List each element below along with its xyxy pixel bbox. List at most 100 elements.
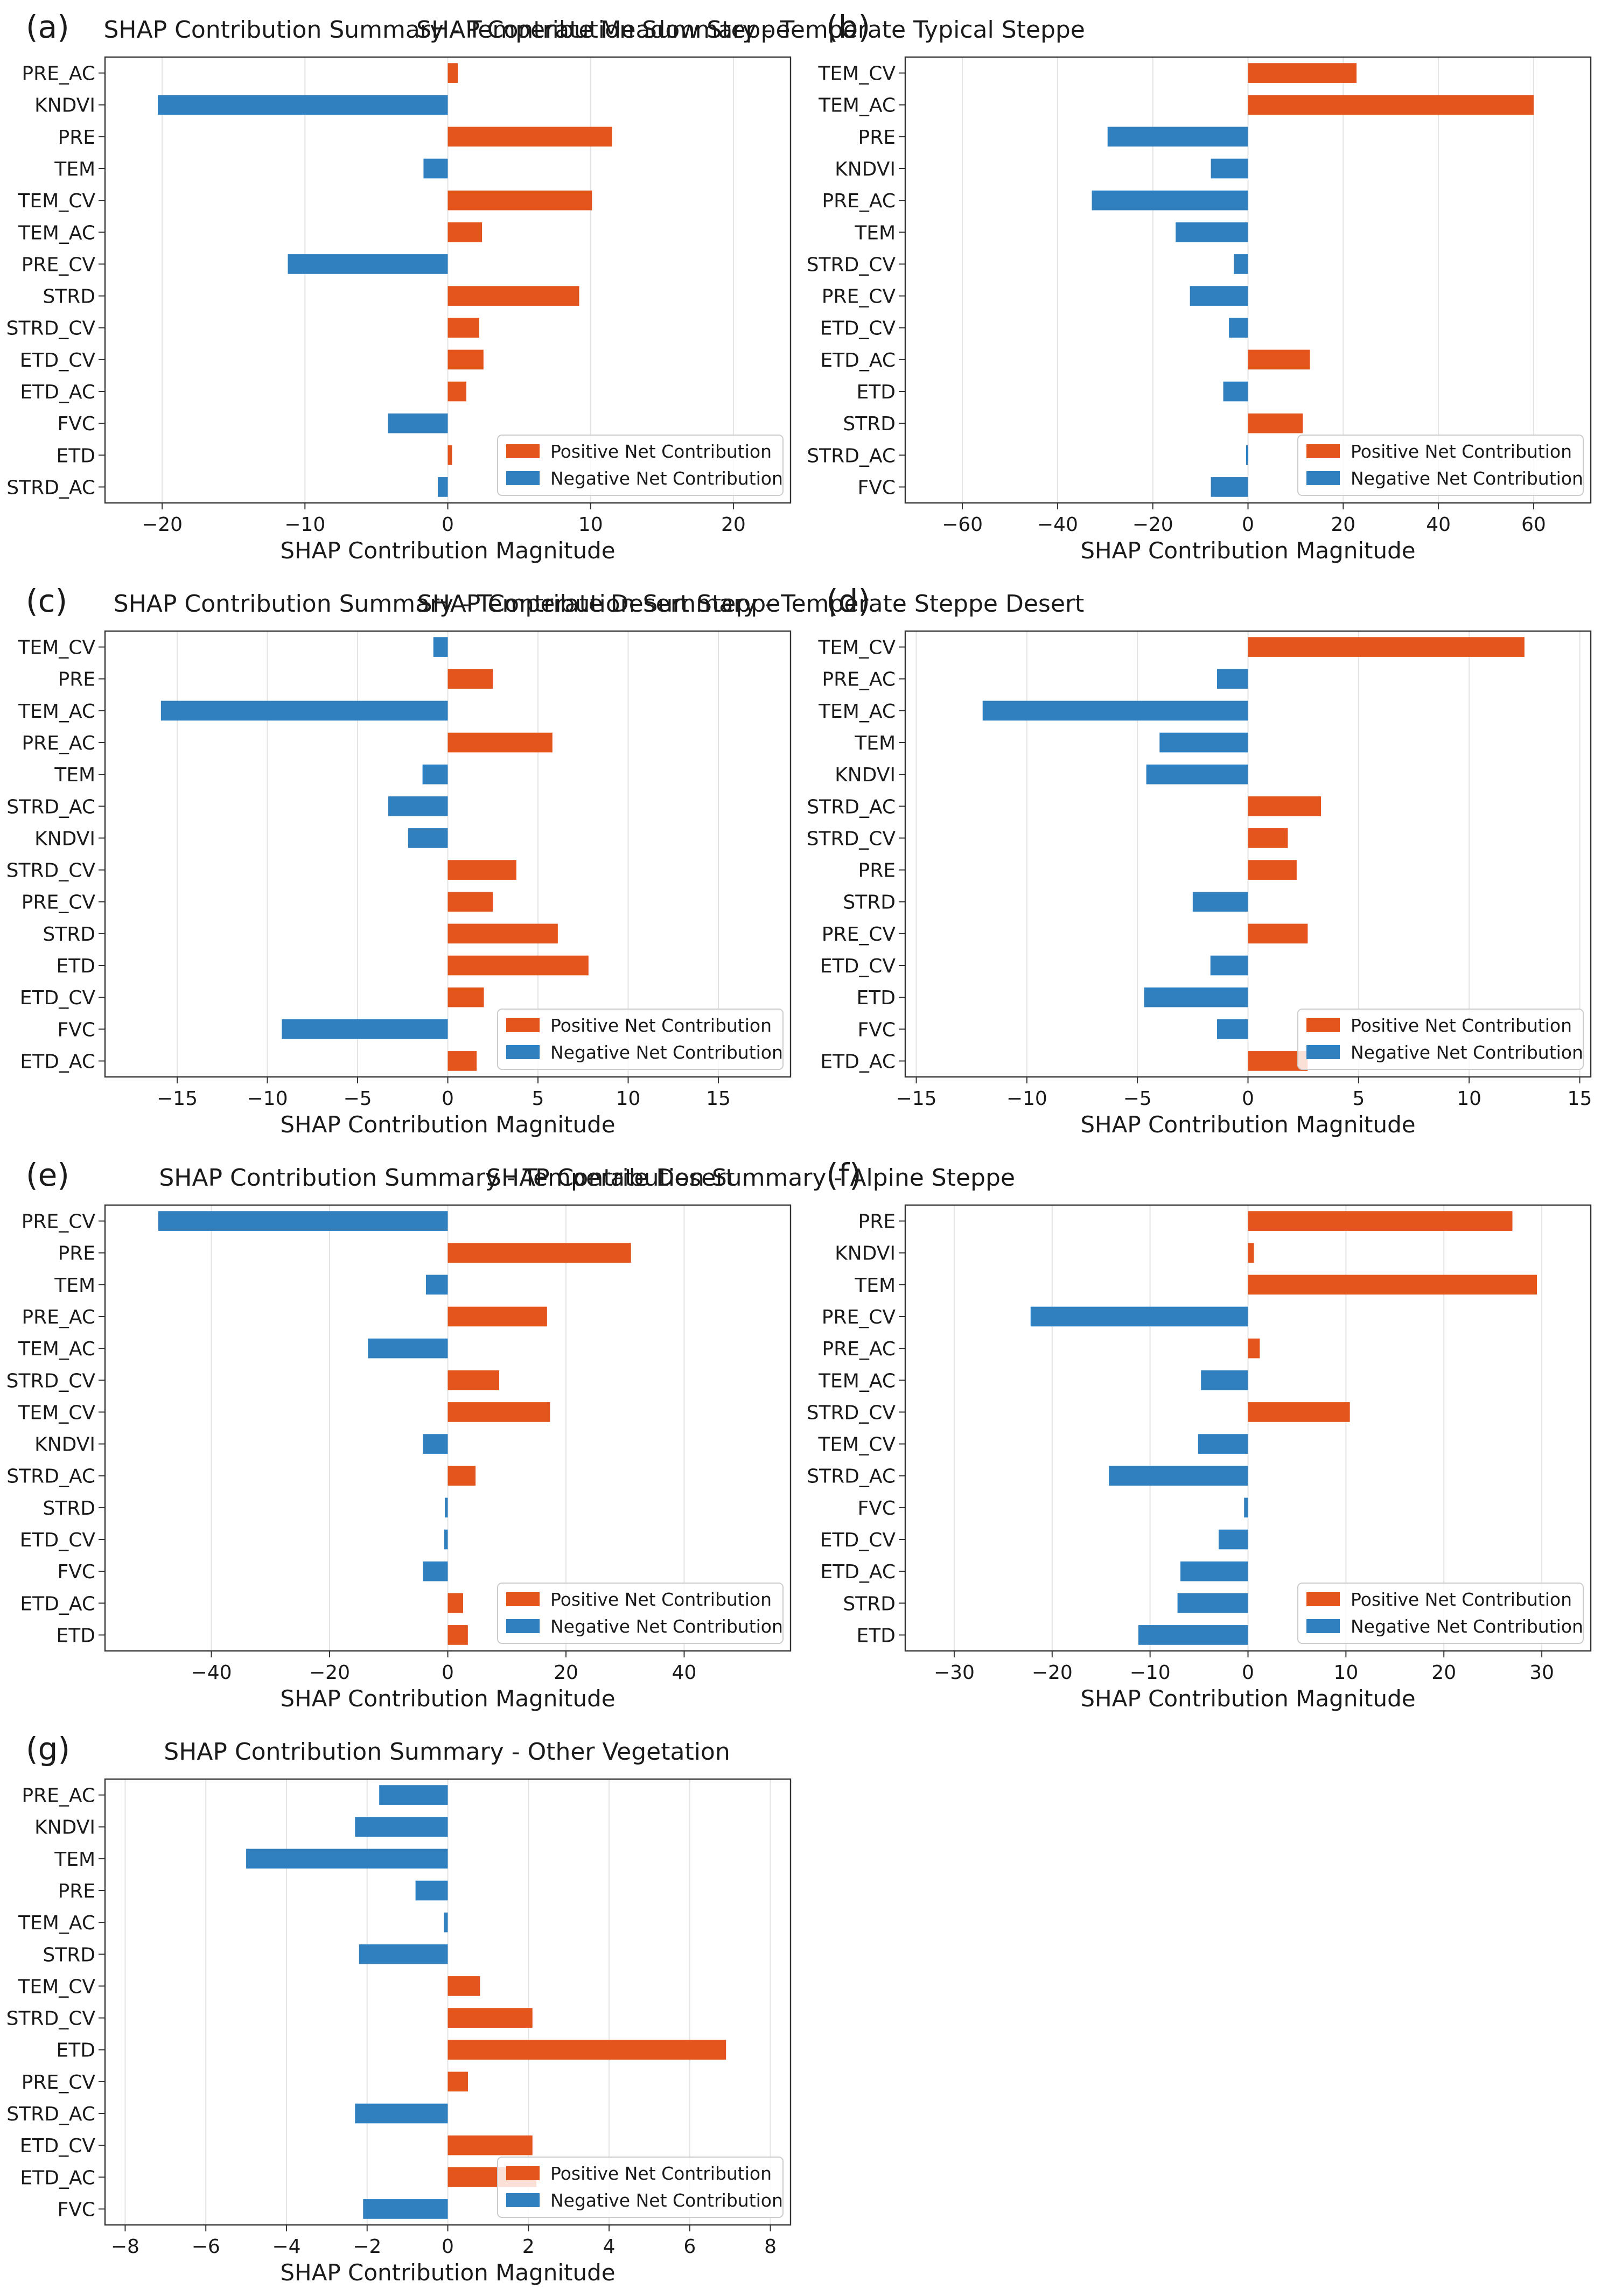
bar-etd bbox=[1223, 381, 1248, 402]
bar-tem bbox=[425, 1275, 448, 1295]
y-tick-label: STRD_CV bbox=[6, 2008, 96, 2030]
x-tick-label: −10 bbox=[1006, 1088, 1047, 1110]
y-tick-label: STRD_CV bbox=[807, 828, 896, 850]
bar-tem-cv bbox=[448, 190, 592, 211]
x-tick-label: −4 bbox=[272, 2236, 300, 2258]
legend: Positive Net Contribution Negative Net Co… bbox=[497, 1583, 784, 1644]
bar-fvc bbox=[423, 1561, 448, 1581]
y-tick-label: TEM_AC bbox=[818, 701, 896, 723]
bar-pre-cv bbox=[448, 2071, 468, 2092]
bar-tem-ac bbox=[982, 701, 1248, 721]
y-tick-label: TEM_CV bbox=[817, 1434, 896, 1456]
y-tick-label: ETD_AC bbox=[20, 1051, 95, 1073]
x-tick-label: −10 bbox=[247, 1088, 288, 1110]
legend-label-positive: Positive Net Contribution bbox=[1351, 1015, 1572, 1036]
bar-pre-cv bbox=[1190, 286, 1248, 306]
axes-frame bbox=[104, 1778, 792, 2226]
y-tick-label: STRD_CV bbox=[807, 1402, 896, 1424]
bar-fvc bbox=[1211, 477, 1248, 497]
legend-label-negative: Negative Net Contribution bbox=[1351, 1042, 1583, 1063]
bar-strd bbox=[1192, 892, 1248, 912]
bar-tem-cv bbox=[433, 637, 448, 657]
y-tick-label: PRE_CV bbox=[22, 2071, 96, 2094]
x-tick-label: 5 bbox=[1352, 1088, 1365, 1110]
legend-box bbox=[1297, 1583, 1584, 1644]
legend-box bbox=[1297, 1009, 1584, 1070]
bar-kndvi bbox=[423, 1434, 448, 1454]
chart-title: SHAP Contribution Summary - Temperate De… bbox=[159, 1164, 735, 1192]
y-tick-label: PRE bbox=[58, 127, 95, 149]
y-tick-label: STRD bbox=[843, 413, 896, 435]
x-axis-label: SHAP Contribution Magnitude bbox=[280, 537, 615, 564]
bar-fvc bbox=[1244, 1497, 1248, 1518]
x-tick-label: −60 bbox=[942, 514, 983, 536]
bar-pre bbox=[448, 1243, 631, 1263]
y-tick-label: PRE bbox=[858, 1211, 896, 1233]
y-tick-label: PRE_AC bbox=[822, 190, 896, 212]
bar-strd bbox=[445, 1497, 448, 1518]
y-tick-label: TEM bbox=[54, 764, 95, 786]
x-tick-label: 15 bbox=[706, 1088, 731, 1110]
y-tick-label: KNDVI bbox=[34, 95, 95, 117]
bar-strd-ac bbox=[1248, 796, 1322, 816]
bar-fvc bbox=[363, 2199, 448, 2219]
x-axis-label: SHAP Contribution Magnitude bbox=[1080, 537, 1415, 564]
bar-strd bbox=[448, 286, 579, 306]
axes-frame bbox=[904, 1204, 1592, 1652]
legend-label-negative: Negative Net Contribution bbox=[1351, 468, 1583, 489]
x-tick-label: 0 bbox=[442, 514, 454, 536]
x-tick-label: −6 bbox=[192, 2236, 220, 2258]
y-tick-label: ETD bbox=[857, 1625, 896, 1647]
legend-swatch-negative bbox=[506, 471, 540, 485]
y-tick-label: STRD_CV bbox=[807, 254, 896, 276]
chart-panel--f-: (f)SHAP Contribution Summary - Alpine St… bbox=[486, 1157, 1592, 1712]
bar-tem-ac bbox=[1201, 1370, 1248, 1390]
y-tick-label: ETD_CV bbox=[820, 318, 896, 340]
x-axis-label: SHAP Contribution Magnitude bbox=[280, 2259, 615, 2286]
bar-etd bbox=[448, 1625, 468, 1645]
axes-frame bbox=[104, 1204, 792, 1652]
y-tick-label: KNDVI bbox=[34, 1817, 95, 1839]
legend: Positive Net Contribution Negative Net Co… bbox=[1297, 1009, 1584, 1070]
y-tick-label: STRD_CV bbox=[6, 860, 96, 882]
legend: Positive Net Contribution Negative Net Co… bbox=[497, 435, 784, 496]
bar-etd-ac bbox=[448, 381, 466, 402]
y-tick-label: PRE_CV bbox=[822, 1306, 896, 1328]
x-tick-label: 20 bbox=[1431, 1662, 1456, 1684]
chart-title: SHAP Contribution Summary - Other Vegeta… bbox=[164, 1738, 730, 1766]
bar-strd-cv bbox=[448, 860, 516, 880]
y-tick-label: STRD_AC bbox=[6, 2103, 95, 2125]
y-tick-label: PRE_AC bbox=[22, 1306, 95, 1328]
bar-etd-cv bbox=[448, 987, 484, 1007]
x-tick-label: −5 bbox=[343, 1088, 372, 1110]
y-tick-label: FVC bbox=[858, 1019, 896, 1041]
legend-swatch-positive bbox=[506, 444, 540, 458]
legend: Positive Net Contribution Negative Net Co… bbox=[1297, 435, 1584, 496]
panel-label: (a) bbox=[26, 9, 69, 45]
y-tick-label: PRE_CV bbox=[822, 286, 896, 308]
y-tick-label: PRE_AC bbox=[22, 1785, 95, 1807]
y-tick-label: STRD bbox=[843, 892, 896, 914]
y-tick-label: TEM_CV bbox=[817, 63, 896, 85]
bar-kndvi bbox=[355, 1817, 448, 1837]
bar-etd-cv bbox=[1229, 318, 1248, 338]
y-tick-label: TEM_AC bbox=[18, 222, 95, 244]
legend: Positive Net Contribution Negative Net Co… bbox=[1297, 1583, 1584, 1644]
x-tick-label: 10 bbox=[616, 1088, 641, 1110]
legend-swatch-positive bbox=[1306, 1592, 1340, 1606]
y-tick-label: ETD_AC bbox=[820, 1051, 896, 1073]
y-tick-label: TEM_AC bbox=[18, 701, 95, 723]
y-tick-label: PRE_AC bbox=[22, 732, 95, 754]
y-tick-label: TEM_CV bbox=[17, 1976, 95, 1998]
legend-swatch-positive bbox=[506, 2166, 540, 2180]
bar-strd-ac bbox=[1246, 445, 1248, 465]
bar-fvc bbox=[388, 413, 448, 433]
bar-etd-ac bbox=[1248, 349, 1310, 370]
chart-panel--a-: (a) SHAP Contribution Summary - Temperate… bbox=[6, 9, 792, 564]
bar-pre-ac bbox=[1217, 669, 1248, 689]
legend-box bbox=[1297, 435, 1584, 496]
legend-label-negative: Negative Net Contribution bbox=[550, 2190, 783, 2211]
bar-strd-cv bbox=[448, 2008, 533, 2028]
x-tick-label: 60 bbox=[1521, 514, 1546, 536]
x-tick-label: 6 bbox=[683, 2236, 696, 2258]
